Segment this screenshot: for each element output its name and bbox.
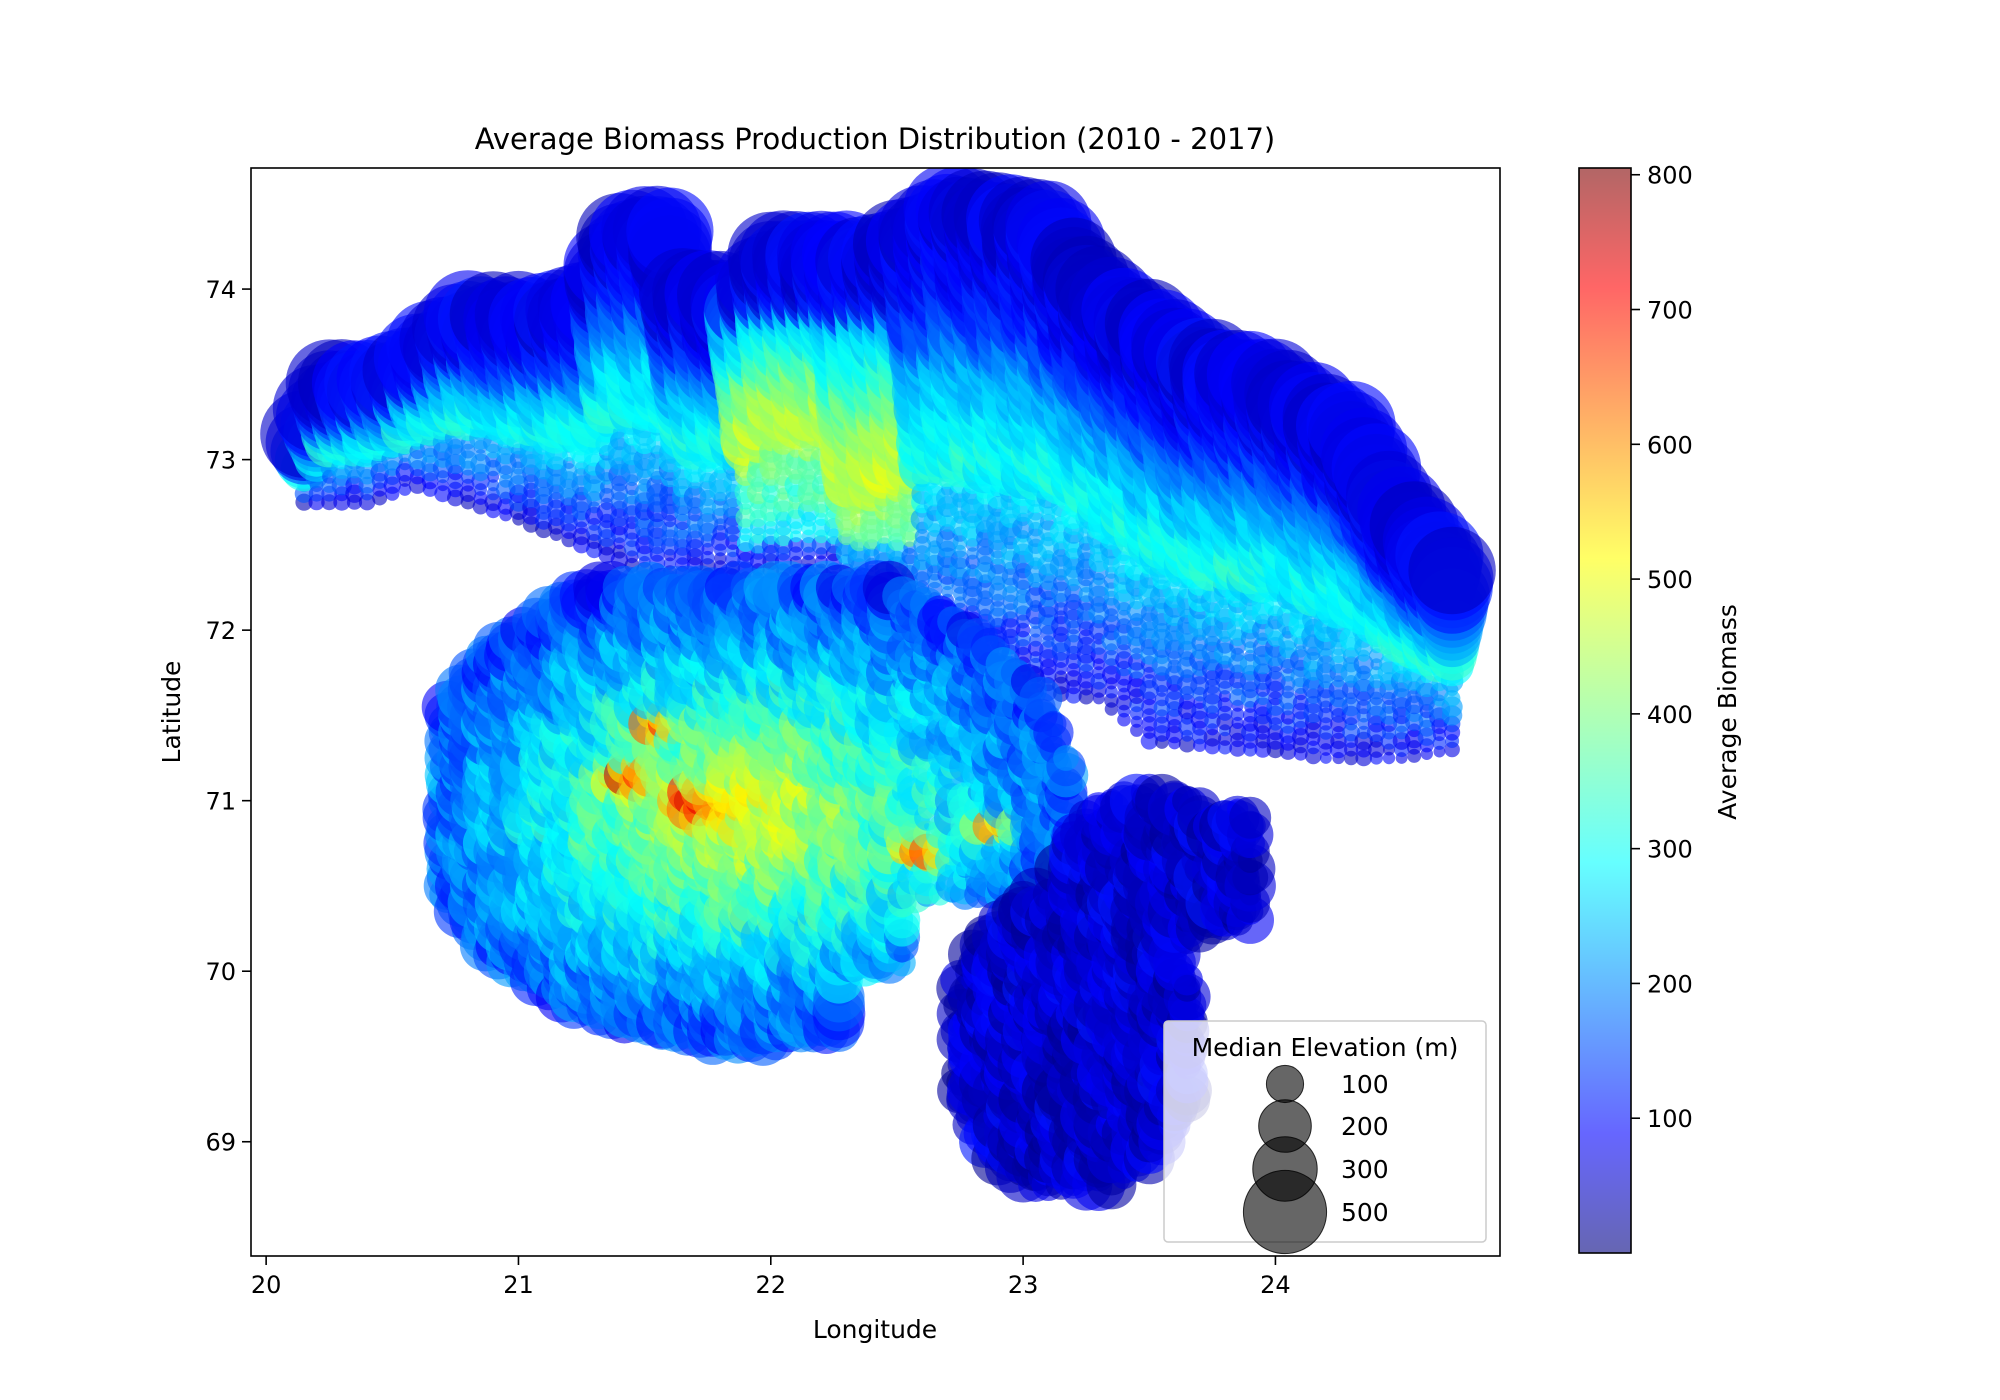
data-point (700, 550, 715, 565)
data-point (1408, 526, 1496, 615)
data-point (788, 537, 804, 553)
data-point (612, 544, 627, 559)
scatter-points (260, 168, 1496, 1211)
data-point (398, 483, 412, 496)
